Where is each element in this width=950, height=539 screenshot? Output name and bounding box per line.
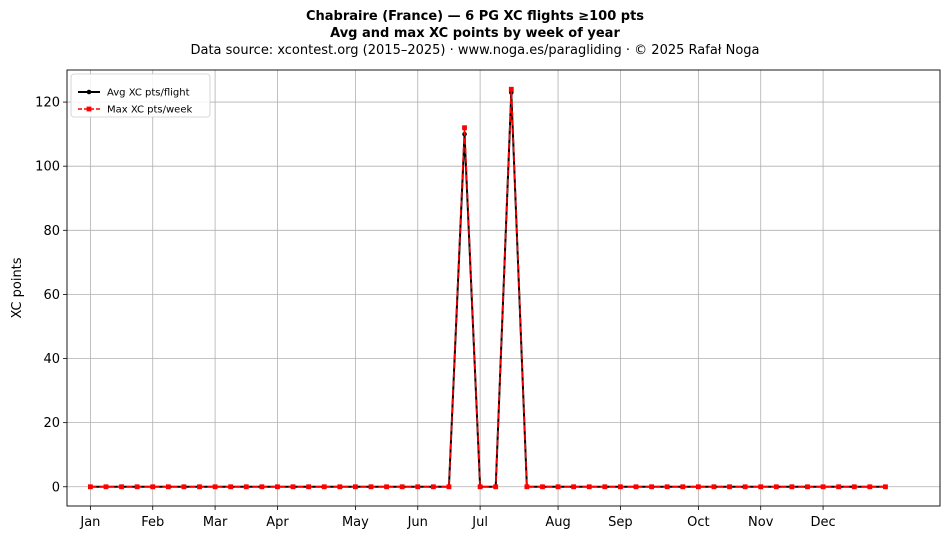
series-1-point — [477, 484, 483, 490]
series-1-point — [197, 484, 202, 490]
series-1-point — [711, 484, 717, 490]
x-tick-label: Sep — [608, 515, 633, 530]
y-tick-label: 40 — [43, 352, 60, 367]
series-1-point — [571, 484, 577, 490]
y-tick-label: 0 — [52, 480, 60, 495]
series-1-point — [275, 484, 280, 490]
chart-subtitle: Avg and max XC points by week of year — [330, 26, 620, 41]
series-line-0 — [90, 91, 886, 488]
series-1-point — [165, 484, 171, 490]
series-line-1 — [90, 88, 886, 488]
series-1-point — [836, 484, 842, 490]
x-tick-label: Dec — [811, 515, 836, 530]
legend: Avg XC pts/flight Max XC pts/week — [70, 73, 211, 118]
series-1-point — [430, 484, 436, 490]
series-1-point — [789, 484, 795, 490]
series-1-point — [212, 484, 218, 490]
series-1-point — [664, 484, 670, 490]
series-1-point — [524, 484, 530, 490]
series-1-point — [181, 484, 187, 490]
x-tick-label: Oct — [687, 515, 709, 530]
series-1-point — [353, 484, 358, 490]
series-1-point — [742, 484, 748, 490]
series-1-point — [586, 484, 592, 490]
series-1-point — [883, 484, 888, 490]
x-tick-label: Aug — [545, 515, 570, 530]
chart-source-line: Data source: xcontest.org (2015–2025) · … — [190, 43, 760, 58]
y-tick-label: 80 — [43, 224, 60, 239]
series-1-point — [150, 484, 156, 490]
series-1-point — [415, 484, 421, 490]
x-tick-label: May — [342, 515, 369, 530]
series-1-point — [851, 484, 857, 490]
series-1-point — [368, 484, 374, 490]
series-1-point — [321, 484, 327, 490]
series-1-point — [399, 484, 405, 490]
series-1-point — [87, 484, 93, 490]
legend-label-0: Avg XC pts/flight — [107, 88, 190, 99]
x-tick-label: Mar — [203, 515, 228, 530]
series-1-point — [337, 484, 343, 490]
series-1-point — [103, 484, 109, 490]
series-1-point — [462, 125, 467, 131]
series-1-point — [680, 484, 686, 490]
series-1-point — [259, 484, 265, 490]
series-1-point — [243, 484, 249, 490]
x-tick-label: Nov — [748, 515, 774, 530]
legend-box — [70, 73, 211, 118]
series-1-point — [228, 484, 234, 490]
series-1-point — [773, 484, 779, 490]
series-1-point — [555, 484, 561, 490]
x-tick-label: Apr — [266, 515, 289, 530]
legend-label-1: Max XC pts/week — [107, 105, 192, 116]
legend-marker-0 — [86, 89, 92, 95]
series-1-point — [134, 484, 140, 490]
series-1-point — [384, 484, 389, 490]
y-tick-label: 60 — [43, 288, 60, 303]
series-1-point — [540, 484, 545, 490]
y-axis-label: XC points — [10, 257, 25, 318]
x-tick-label: Jul — [471, 515, 488, 530]
series-1-point — [758, 484, 764, 490]
series-1-point — [119, 484, 124, 490]
series-1-point — [602, 484, 608, 490]
y-tick-label: 120 — [35, 96, 60, 111]
x-tick-label: Jan — [79, 515, 100, 530]
x-tick-label: Jun — [407, 515, 428, 530]
chart-title: Chabraire (France) — 6 PG XC flights ≥10… — [305, 9, 645, 24]
series-1-point — [446, 484, 452, 490]
plot-frame — [66, 69, 941, 507]
series-1-point — [508, 86, 514, 92]
legend-marker-1 — [86, 106, 92, 112]
x-tick-label: Feb — [141, 515, 164, 530]
series-1-point — [618, 484, 623, 490]
series-1-point — [805, 484, 810, 490]
series-1-point — [820, 484, 826, 490]
series-layer — [87, 86, 888, 490]
series-1-point — [695, 484, 701, 490]
series-1-point — [633, 484, 639, 490]
series-1-point — [493, 484, 499, 490]
y-tick-label: 100 — [35, 160, 60, 175]
series-1-point — [649, 484, 654, 490]
series-1-point — [867, 484, 873, 490]
series-1-point — [290, 484, 296, 490]
y-tick-label: 20 — [43, 416, 60, 431]
axes-layer: 0 20 40 60 80 100 120 Jan Feb Mar Apr May Jun Jul Aug S… — [10, 69, 941, 530]
series-1-point — [727, 484, 732, 490]
series-1-point — [306, 484, 312, 490]
